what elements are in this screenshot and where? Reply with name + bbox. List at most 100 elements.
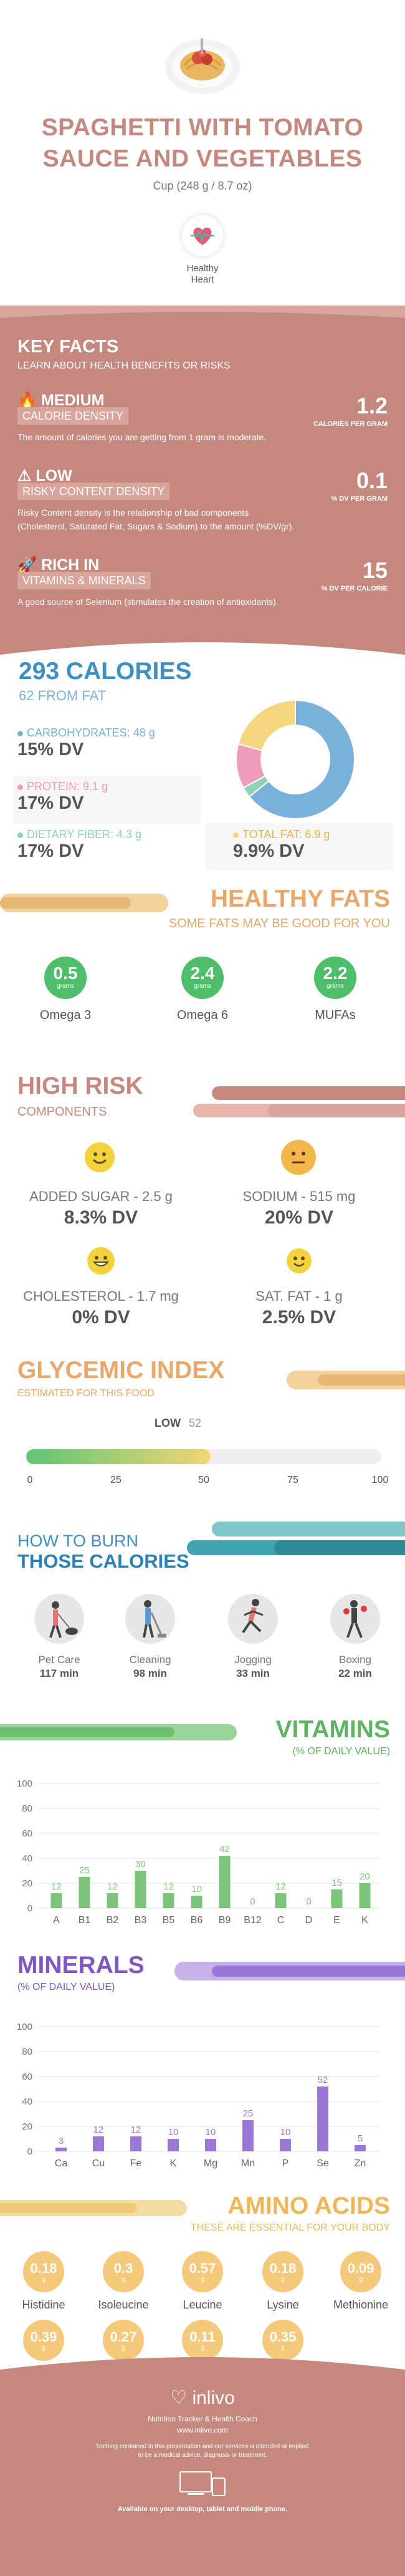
healthy-fats-title: HEALTHY FATS [210,885,390,912]
burn-title-2: THOSE CALORIES [17,1550,189,1572]
vitamins-bar [50,1893,62,1908]
minerals-value-label: 52 [318,2075,328,2085]
vitamins-value-label: 12 [107,1881,118,1892]
macro-total-fat: TOTAL FAT: 6.9 g 9.9% DV [206,823,393,871]
high-risk-subtitle: COMPONENTS [17,1105,107,1119]
amino-value: 0.18 g [23,2251,64,2292]
fact-unit: % DV PER GRAM [331,495,388,503]
burn-activity-name: Jogging [234,1654,272,1666]
vitamins-category-label: C [277,1915,285,1926]
fat-dot-icon [233,832,239,838]
healthy-heart-label: Healthy Heart [186,263,219,285]
vitamins-y-tick: 20 [22,1878,32,1889]
glycemic-tick: 100 [371,1475,389,1485]
minerals-bar [168,2139,179,2151]
minerals-y-tick: 100 [17,2022,32,2032]
glycemic-banner [287,1371,405,1389]
sodium-smiley-icon [281,1140,316,1175]
amino-value: 0.35 g [262,2320,303,2361]
vitamins-bar [275,1893,287,1908]
burn-activity-minutes: 98 min [133,1667,167,1679]
cholesterol-label: CHOLESTEROL - 1.7 mg [23,1288,179,1304]
vitamins-value-label: 25 [79,1865,90,1876]
boxing-icon [330,1594,380,1644]
fact-tag: VITAMINS & MINERALS [17,572,151,589]
healthy-fats-banner [0,894,168,912]
vitamins-title: VITAMINS [275,1716,390,1743]
macro-dietary-fiber: DIETARY FIBER: 4.3 g 17% DV [17,828,142,861]
minerals-bar [93,2136,104,2151]
footer-available: Available on your desktop, tablet and mo… [117,2506,288,2513]
vitamins-category-label: B3 [135,1915,147,1926]
healthy-fats-subtitle: SOME FATS MAY BE GOOD FOR YOU [168,917,390,930]
omega3-label: Omega 3 [39,1008,92,1022]
fact-vitamins-minerals: 🚀 RICH IN VITAMINS & MINERALS A good sou… [17,556,388,609]
amino-value: 0.09 g [340,2251,381,2292]
food-title: SPAGHETTI WITH TOMATO SAUCE AND VEGETABL… [41,114,364,172]
mufas-label: MUFAs [315,1008,356,1022]
minerals-bar [317,2086,328,2151]
minerals-category-label: Mn [241,2158,255,2169]
minerals-value-label: 10 [280,2127,291,2138]
glycemic-level: LOW [155,1417,181,1429]
vitamins-bar [135,1871,146,1908]
amino-subtitle: THESE ARE ESSENTIAL FOR YOUR BODY [190,2222,390,2233]
minerals-value-label: 12 [93,2125,104,2135]
minerals-value-label: 12 [131,2125,141,2135]
footer-tagline: Nutrition Tracker & Health Coach [148,2414,257,2423]
glycemic-subtitle: ESTIMATED FOR THIS FOOD [17,1388,155,1399]
minerals-bar [55,2148,67,2151]
minerals-bar [280,2139,291,2151]
fact-value: 15 [362,557,388,583]
calories-title: 293 CALORIES [19,658,192,685]
macro-donut-chart [236,699,355,819]
minerals-y-tick: 20 [22,2121,32,2132]
omega6-label: Omega 6 [176,1008,229,1022]
minerals-category-label: K [170,2158,177,2169]
minerals-category-label: P [282,2158,289,2169]
warning-icon: ⚠ [17,467,32,485]
vitamins-bar [359,1883,371,1908]
vitamins-value-label: 0 [306,1896,311,1907]
minerals-bar [242,2120,254,2151]
glycemic-tick: 50 [198,1475,209,1485]
footer-disclaimer-1: Nothing contained in this presentation a… [96,2443,309,2450]
vitamins-value-label: 10 [191,1884,202,1894]
fact-tag: RISKY CONTENT DENSITY [17,483,170,500]
sat-fat-dv: 2.5% DV [262,1307,336,1328]
amino-value: 0.11 g [182,2320,223,2361]
high-risk-banner [193,1086,405,1117]
burn-activity-name: Cleaning [129,1654,171,1666]
amino-title: AMINO ACIDS [227,2192,390,2219]
vacuum-icon [125,1594,175,1644]
key-facts-background [0,306,405,655]
fact-unit: CALORIES PER GRAM [313,420,388,428]
vitamins-banner [0,1724,237,1740]
vitamins-category-label: B2 [107,1915,119,1926]
fact-tag: CALORIE DENSITY [17,407,129,425]
protein-dot-icon [17,784,23,790]
minerals-bar [355,2145,366,2151]
serving-size: Cup (248 g / 8.7 oz) [153,180,252,192]
cholesterol-dv: 0% DV [72,1307,130,1328]
added-sugar-dv: 8.3% DV [64,1207,138,1228]
fact-value: 1.2 [356,393,388,418]
vitamins-bar [79,1877,90,1908]
fact-value: 0.1 [356,468,388,493]
glycemic-tick: 25 [110,1475,122,1485]
burn-activity-minutes: 117 min [39,1667,79,1679]
minerals-value-label: 10 [206,2127,216,2138]
footer-url[interactable]: www.inlivo.com [176,2426,229,2434]
amino-name: Isoleucine [98,2299,149,2311]
vitamins-y-tick: 40 [22,1853,32,1864]
sat-fat-label: SAT. FAT - 1 g [255,1288,343,1304]
amino-name: Methionine [333,2299,389,2311]
added-sugar-smiley-icon [85,1142,115,1172]
glycemic-fill-bar [26,1449,211,1464]
vitamins-category-label: A [53,1915,60,1926]
vitamins-category-label: K [361,1915,368,1926]
fact-description: Risky Content density is the relationshi… [17,508,249,518]
fact-level: ⚠ LOW [17,467,72,485]
vitamins-category-label: D [305,1915,313,1926]
vitamins-value-label: 30 [135,1859,146,1869]
